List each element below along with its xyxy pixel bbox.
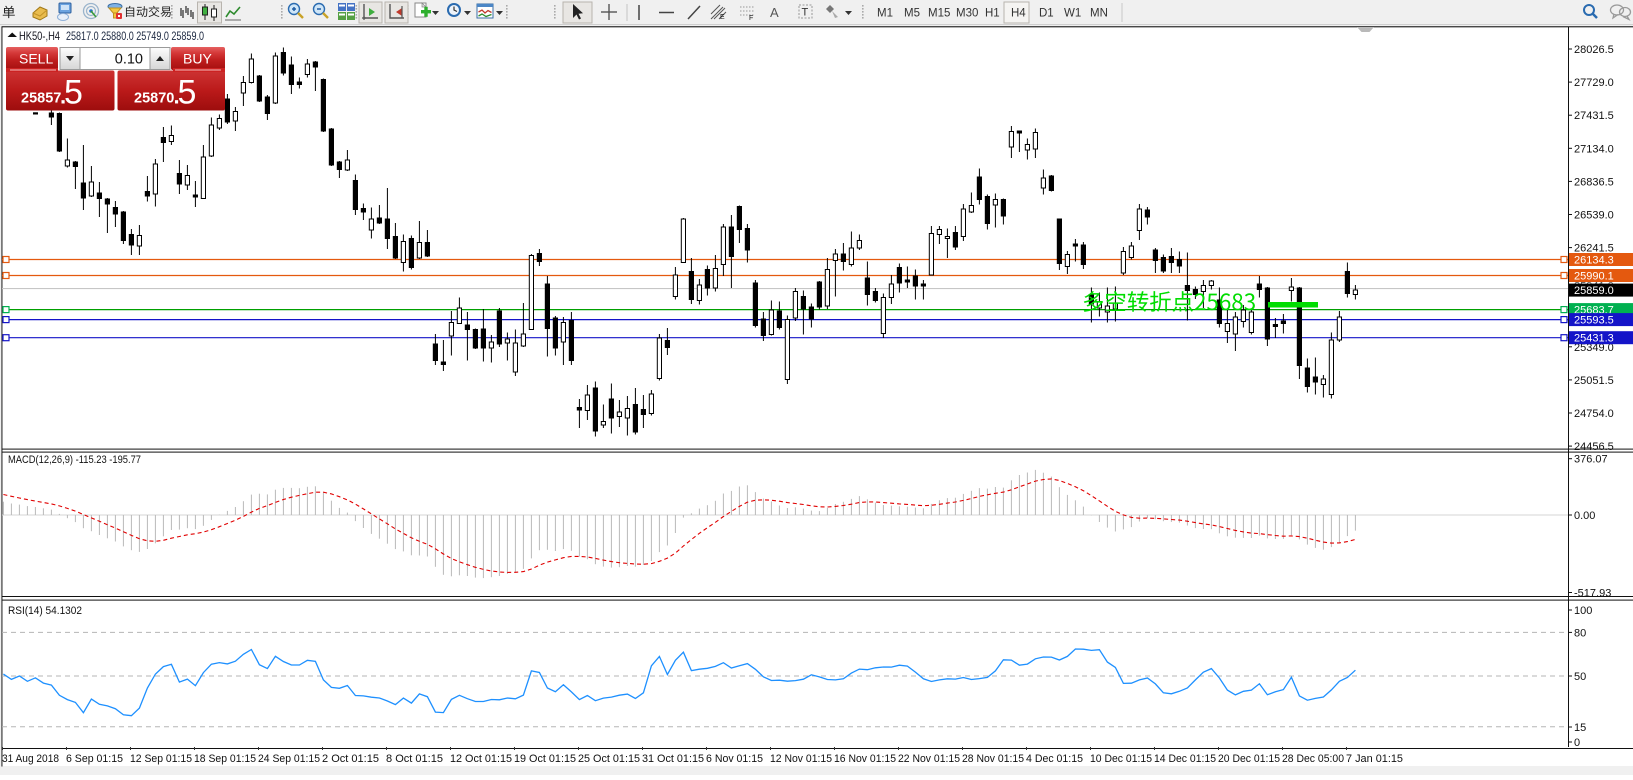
svg-text:12 Oct 01:15: 12 Oct 01:15 [450,753,512,765]
svg-text:50: 50 [1574,671,1586,683]
svg-text:H4: H4 [1011,8,1026,20]
svg-text:31 Oct 01:15: 31 Oct 01:15 [642,753,704,765]
svg-text:RSI(14) 54.1302: RSI(14) 54.1302 [8,605,82,617]
svg-text:26539.0: 26539.0 [1574,210,1614,222]
svg-text:25859.0: 25859.0 [1574,285,1614,297]
svg-text:22 Nov 01:15: 22 Nov 01:15 [898,753,960,765]
svg-text:10 Dec 01:15: 10 Dec 01:15 [1090,753,1152,765]
svg-text:25431.3: 25431.3 [1574,333,1614,345]
svg-text:25051.5: 25051.5 [1574,375,1614,387]
svg-text:25 Oct 01:15: 25 Oct 01:15 [578,753,640,765]
svg-text:100: 100 [1574,605,1592,617]
svg-text:31 Aug 2018: 31 Aug 2018 [2,753,59,765]
svg-text:MN: MN [1090,8,1108,20]
svg-text:2 Oct 01:15: 2 Oct 01:15 [322,753,379,765]
svg-text:25870: 25870 [134,91,174,107]
svg-text:A: A [770,5,779,20]
svg-text:14 Dec 01:15: 14 Dec 01:15 [1154,753,1216,765]
svg-text:5: 5 [64,74,83,112]
svg-text:H1: H1 [985,8,1000,20]
svg-text:T: T [802,7,809,19]
svg-text:M15: M15 [928,8,950,20]
svg-text:25857: 25857 [21,91,61,107]
svg-text:24456.5: 24456.5 [1574,441,1614,453]
svg-text:0: 0 [1574,737,1580,749]
svg-text:SELL: SELL [19,51,53,67]
svg-text:18 Sep 01:15: 18 Sep 01:15 [194,753,256,765]
svg-text:12 Sep 01:15: 12 Sep 01:15 [130,753,192,765]
svg-text:16 Nov 01:15: 16 Nov 01:15 [834,753,896,765]
svg-text:28026.5: 28026.5 [1574,44,1614,56]
svg-text:27134.0: 27134.0 [1574,143,1614,155]
svg-text:M1: M1 [877,8,893,20]
svg-text:MACD(12,26,9) -115.23 -195.77: MACD(12,26,9) -115.23 -195.77 [8,454,141,466]
svg-text:6 Nov 01:15: 6 Nov 01:15 [706,753,763,765]
svg-text:D1: D1 [1039,8,1054,20]
svg-text:0.00: 0.00 [1574,510,1595,522]
svg-text:26134.3: 26134.3 [1574,255,1614,267]
svg-text:15: 15 [1574,722,1586,734]
svg-text:25817.0 25880.0 25749.0 25859.: 25817.0 25880.0 25749.0 25859.0 [66,29,204,43]
svg-text:28 Nov 01:15: 28 Nov 01:15 [962,753,1024,765]
svg-text:24754.0: 24754.0 [1574,408,1614,420]
svg-text:27431.5: 27431.5 [1574,110,1614,122]
svg-text:F: F [749,15,753,22]
svg-text:25593.5: 25593.5 [1574,315,1614,327]
svg-text:HK50-,H4: HK50-,H4 [19,29,60,43]
svg-text:BUY: BUY [183,51,212,67]
svg-text:28 Dec 05:00: 28 Dec 05:00 [1282,753,1344,765]
svg-text:-517.93: -517.93 [1574,588,1611,600]
svg-text:5: 5 [178,74,197,112]
svg-text:80: 80 [1574,627,1586,639]
svg-text:19 Oct 01:15: 19 Oct 01:15 [514,753,576,765]
svg-text:0.10: 0.10 [115,52,143,68]
svg-text:M5: M5 [904,8,920,20]
svg-text:26241.5: 26241.5 [1574,243,1614,255]
svg-text:4 Dec 01:15: 4 Dec 01:15 [1026,753,1083,765]
svg-text:26836.5: 26836.5 [1574,176,1614,188]
svg-text:7 Jan 01:15: 7 Jan 01:15 [1346,753,1403,765]
svg-text:376.07: 376.07 [1574,454,1608,466]
svg-text:27729.0: 27729.0 [1574,77,1614,89]
svg-text:8 Oct 01:15: 8 Oct 01:15 [386,753,443,765]
svg-text:12 Nov 01:15: 12 Nov 01:15 [770,753,832,765]
svg-text:20 Dec 01:15: 20 Dec 01:15 [1218,753,1280,765]
svg-text:W1: W1 [1064,8,1081,20]
svg-text:6 Sep 01:15: 6 Sep 01:15 [66,753,123,765]
svg-text:E: E [720,14,725,21]
svg-text:M30: M30 [956,8,978,20]
svg-text:24 Sep 01:15: 24 Sep 01:15 [258,753,320,765]
